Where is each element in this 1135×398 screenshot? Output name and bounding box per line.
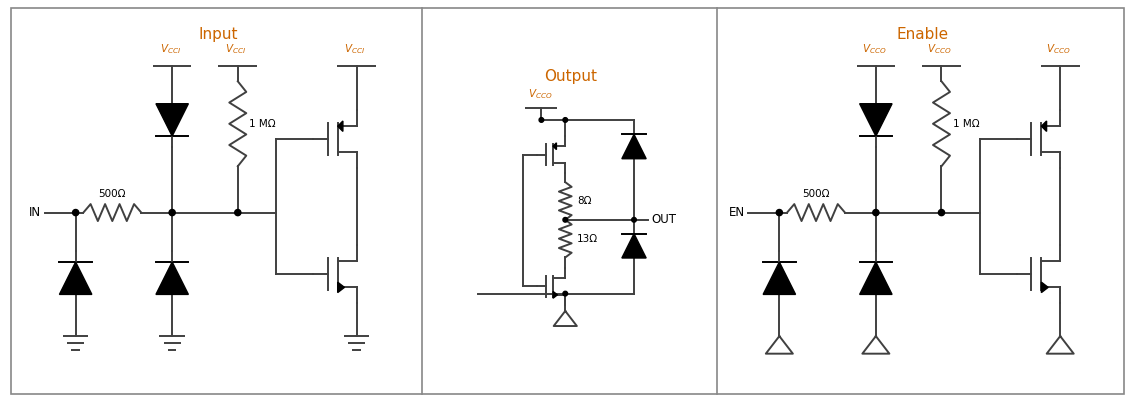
Circle shape (563, 118, 568, 122)
Circle shape (563, 291, 568, 296)
Text: $V_{CCO}$: $V_{CCO}$ (861, 43, 886, 56)
Circle shape (563, 217, 568, 222)
Polygon shape (155, 262, 188, 295)
Text: 1 MΩ: 1 MΩ (953, 119, 980, 129)
Circle shape (169, 209, 175, 216)
Polygon shape (622, 234, 646, 258)
Circle shape (873, 209, 878, 216)
Text: Output: Output (544, 69, 597, 84)
Text: 1 MΩ: 1 MΩ (250, 119, 276, 129)
Text: $V_{CCO}$: $V_{CCO}$ (927, 43, 952, 56)
Circle shape (939, 209, 944, 216)
Text: $V_{CCO}$: $V_{CCO}$ (528, 87, 553, 101)
Polygon shape (763, 262, 796, 295)
Text: Enable: Enable (897, 27, 948, 43)
Polygon shape (1042, 282, 1048, 293)
Polygon shape (338, 121, 343, 131)
Polygon shape (59, 262, 92, 295)
Circle shape (73, 209, 78, 216)
Polygon shape (622, 135, 646, 159)
Text: $V_{CCI}$: $V_{CCI}$ (225, 43, 246, 56)
Text: IN: IN (28, 206, 41, 219)
Polygon shape (859, 262, 892, 295)
Text: 13Ω: 13Ω (577, 234, 598, 244)
Circle shape (235, 209, 241, 216)
Text: $V_{CCO}$: $V_{CCO}$ (1046, 43, 1070, 56)
Text: 500Ω: 500Ω (99, 189, 126, 199)
Text: Input: Input (199, 27, 238, 43)
Text: 500Ω: 500Ω (802, 189, 830, 199)
Text: OUT: OUT (651, 213, 676, 226)
Polygon shape (859, 104, 892, 136)
Polygon shape (338, 282, 344, 293)
Circle shape (632, 217, 637, 222)
Polygon shape (553, 291, 557, 298)
Text: $V_{CCI}$: $V_{CCI}$ (344, 43, 365, 56)
Text: $V_{CCI}$: $V_{CCI}$ (160, 43, 180, 56)
Polygon shape (155, 104, 188, 136)
Text: EN: EN (729, 206, 745, 219)
Circle shape (776, 209, 782, 216)
Polygon shape (553, 143, 556, 150)
Polygon shape (1042, 121, 1046, 131)
Circle shape (539, 118, 544, 122)
Text: 8Ω: 8Ω (577, 196, 591, 206)
